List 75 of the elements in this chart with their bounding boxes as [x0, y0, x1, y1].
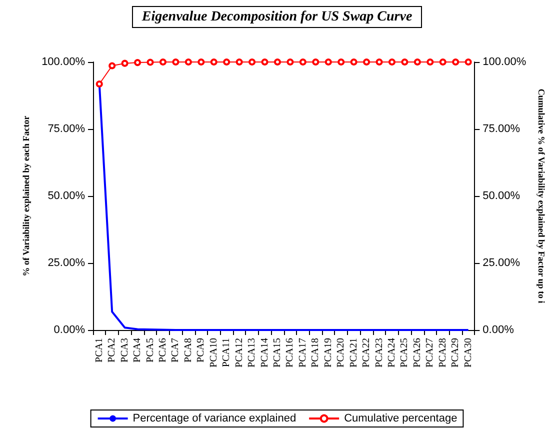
point [248, 58, 256, 66]
point [236, 58, 243, 66]
x-tick-label: PCA6 [157, 338, 168, 362]
x-tick-label: PCA14 [259, 338, 270, 368]
x-tick-label: PCA10 [208, 338, 220, 368]
point [286, 58, 294, 66]
point [426, 58, 434, 66]
point [401, 58, 408, 66]
y2-tick-label: 0.00% [482, 324, 514, 336]
x-tick-label: PCA11 [221, 338, 232, 368]
y2-axis-title: Cumulative % of Variability explained by Factor up to i [536, 88, 546, 304]
point [210, 58, 218, 66]
x-tick-label: PCA15 [272, 338, 283, 368]
point [299, 58, 306, 66]
x-tick-label: PCA13 [246, 338, 258, 368]
point [464, 58, 472, 66]
y2-tick-label: 25.00% [482, 257, 520, 269]
x-tick-label: PCA21 [348, 338, 360, 368]
point [338, 58, 345, 66]
x-tick-label: PCA26 [412, 338, 423, 368]
x-tick-label: PCA17 [297, 338, 308, 368]
y2-tick-label: 100.00% [482, 56, 526, 68]
x-tick-label: PCA19 [322, 338, 334, 368]
y-tick-label: 25.00% [48, 257, 86, 269]
point [159, 58, 166, 66]
y2-tick-label: 75.00% [482, 123, 520, 135]
point [198, 58, 205, 66]
x-tick-label: PCA30 [462, 338, 474, 368]
y2-tick-label: 50.00% [482, 190, 520, 202]
point [134, 59, 142, 66]
x-tick-label: PCA24 [386, 338, 398, 368]
point [223, 58, 230, 66]
point [388, 58, 396, 66]
x-tick-label: PCA5 [144, 338, 156, 362]
point [324, 58, 332, 66]
point [363, 58, 370, 66]
x-tick-label: PCA29 [450, 338, 462, 368]
x-tick-label: PCA7 [170, 338, 182, 362]
point [274, 58, 281, 66]
x-tick-label: PCA3 [119, 338, 130, 362]
x-tick-label: PCA22 [361, 338, 372, 368]
y-tick-label: 75.00% [48, 123, 86, 135]
point [261, 58, 268, 66]
point [96, 80, 103, 88]
point [184, 58, 192, 66]
x-tick-label: PCA28 [437, 338, 448, 368]
x-tick-label: PCA18 [310, 338, 322, 368]
point [121, 60, 128, 67]
y-tick-label: 0.00% [54, 324, 86, 336]
x-tick-label: PCA16 [284, 338, 296, 368]
legend-label: Percentage of variance explained [132, 412, 296, 424]
x-tick-label: PCA23 [374, 338, 385, 368]
x-tick-label: PCA1 [94, 338, 105, 362]
point [172, 58, 180, 66]
y-tick-label: 100.00% [42, 56, 86, 68]
x-tick-label: PCA9 [196, 338, 207, 362]
point [108, 62, 116, 70]
x-tick-label: PCA27 [424, 338, 436, 368]
point [414, 58, 421, 66]
point [312, 58, 320, 66]
point [146, 58, 154, 66]
point [350, 58, 358, 66]
point [376, 58, 383, 66]
y-tick-label: 50.00% [48, 190, 86, 202]
legend-label: Cumulative percentage [344, 412, 458, 424]
y-axis-title: % of Variability explained by each Factor [21, 116, 32, 276]
point [439, 58, 446, 66]
x-tick-label: PCA4 [132, 338, 144, 362]
x-tick-label: PCA20 [336, 338, 347, 368]
x-tick-label: PCA8 [182, 338, 194, 362]
x-tick-label: PCA25 [399, 338, 410, 368]
point [452, 58, 460, 66]
chart-title: Eigenvalue Decomposition for US Swap Curve [140, 10, 412, 24]
x-tick-label: PCA2 [106, 338, 118, 362]
x-tick-label: PCA12 [234, 338, 245, 368]
